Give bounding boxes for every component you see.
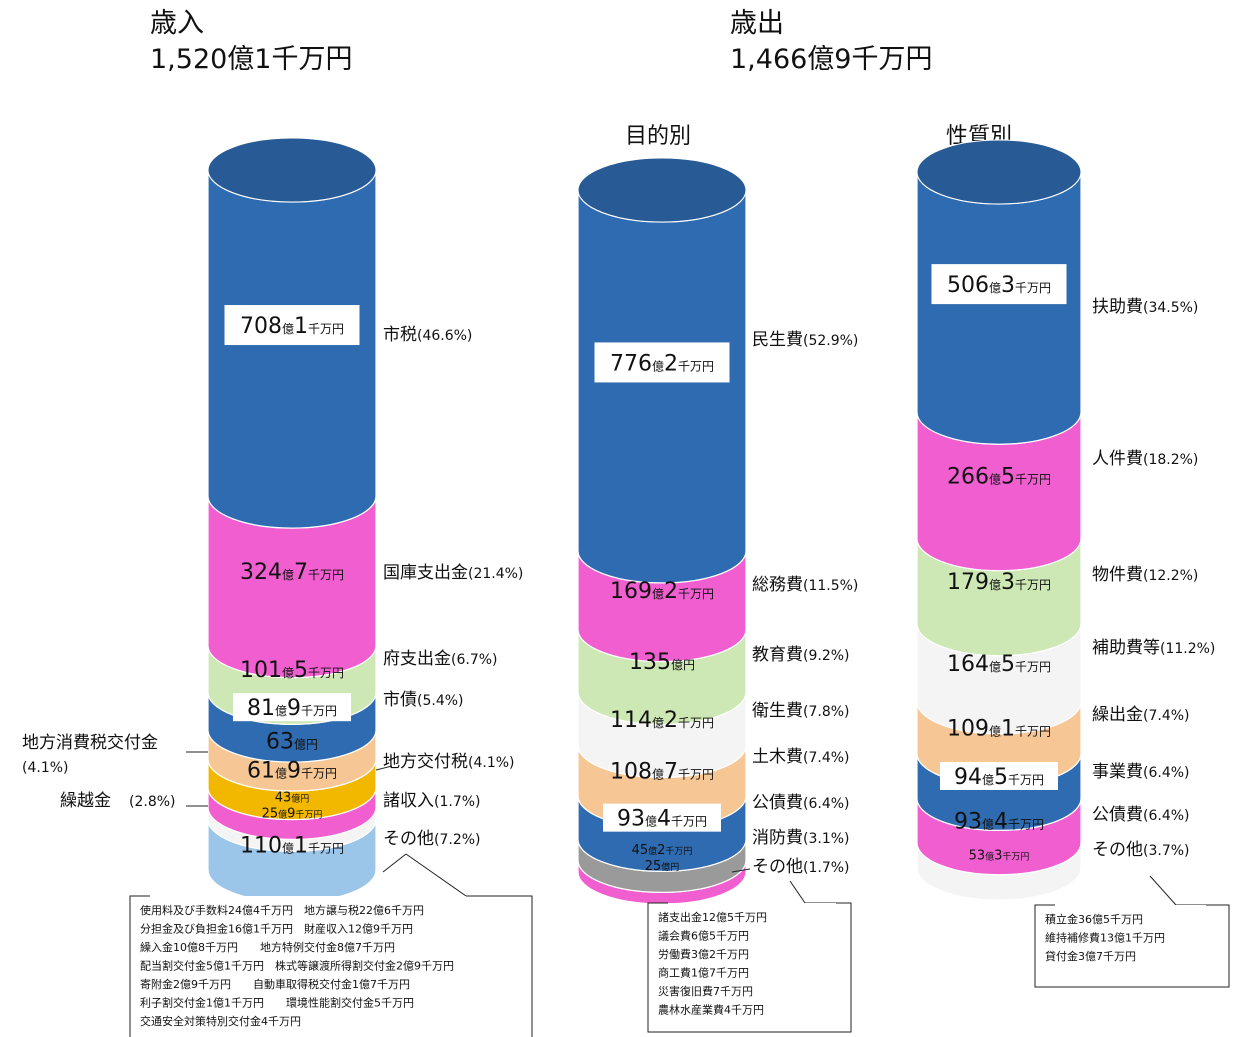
value-label: 266億5千万円 (947, 464, 1051, 489)
segment-市税 (207, 169, 377, 529)
value-label: 45億2千万円 (632, 843, 693, 858)
value-label-box (594, 342, 730, 383)
breakdown-line: 配当割交付金5億1千万円 株式等譲渡所得割交付金2億9千万円 (140, 959, 454, 973)
segment-民生費 (577, 189, 747, 584)
purpose-subtitle: 目的別 (625, 124, 692, 149)
value-label-box (603, 803, 721, 832)
category-label: 扶助費(34.5%) (1092, 297, 1198, 317)
value-label: 169億2千万円 (610, 579, 714, 604)
expenditure-total: 1,466億9千万円 (730, 44, 933, 75)
breakdown-line: 使用料及び手数料24億4千万円 地方譲与税22億6千万円 (140, 903, 424, 917)
other-breakdown-box (129, 895, 533, 1037)
cylinder-chart-2: 776億2千万円 169億2千万円 135億円 114億2千万円 108億7千万円 93億… (577, 157, 858, 1033)
expenditure-title: 歳出 (730, 8, 784, 39)
category-label: 公債費(6.4%) (752, 793, 850, 813)
breakdown-line: 交通安全対策特別交付金4千万円 (140, 1014, 301, 1028)
category-label: 物件費(12.2%) (1092, 565, 1198, 585)
revenue-total: 1,520億1千万円 (150, 44, 353, 75)
value-label-box (233, 693, 351, 722)
leader-line (375, 765, 393, 771)
category-label: 地方交付税(4.1%) (383, 752, 515, 772)
category-label: 教育費(9.2%) (752, 645, 850, 665)
cylinder-top-cap (916, 139, 1082, 205)
category-label: 人件費(18.2%) (1092, 449, 1198, 469)
other-breakdown-box (1034, 904, 1230, 988)
percent-label: (4.1%) (22, 760, 69, 776)
cylinder-top-cap (577, 157, 747, 223)
category-label: 市税(46.6%) (383, 325, 472, 345)
value-label: 135億円 (629, 650, 695, 675)
value-label: 61億9千万円 (247, 758, 337, 783)
category-label: 補助費等(11.2%) (1092, 638, 1215, 658)
cylinder-top-cap (207, 137, 377, 203)
value-label: 708億1千万円 (240, 314, 344, 339)
segment-扶助費 (916, 171, 1082, 445)
value-label-box (224, 305, 360, 346)
value-label: 109億1千万円 (947, 717, 1051, 742)
breakdown-line: 商工費1億7千万円 (658, 966, 749, 980)
breakdown-line: 議会費6億5千万円 (658, 929, 749, 943)
value-label: 110億1千万円 (240, 834, 344, 859)
value-label: 93億4千万円 (617, 807, 707, 832)
revenue-title: 歳入 (150, 8, 204, 39)
category-label: その他(3.7%) (1092, 840, 1190, 860)
value-label: 25億9千万円 (262, 806, 323, 821)
breakdown-line: 農林水産業費4千万円 (658, 1003, 764, 1017)
category-label: 消防費(3.1%) (752, 828, 850, 848)
breakdown-line: 災害復旧費7千万円 (658, 984, 753, 998)
leader-line (731, 868, 751, 873)
value-label: 108億7千万円 (610, 760, 714, 785)
callout-pointer (1149, 875, 1177, 906)
other-breakdown-box (647, 902, 852, 1033)
category-label: その他(7.2%) (383, 829, 481, 849)
category-label: 地方消費税交付金 (22, 733, 158, 753)
value-label: 63億円 (266, 730, 318, 755)
category-label: 民生費(52.9%) (752, 330, 858, 350)
value-label-box (931, 264, 1067, 305)
breakdown-line: 繰入金10億8千万円 地方特例交付金8億7千万円 (140, 940, 395, 954)
cylinder-chart-3: 506億3千万円 266億5千万円 179億3千万円 164億5千万円 109億1千万円… (916, 139, 1230, 988)
category-label: 市債(5.4%) (383, 690, 464, 710)
value-label: 81億9千万円 (247, 696, 337, 721)
category-label: 衛生費(7.8%) (752, 701, 850, 721)
breakdown-line: 諸支出金12億5千万円 (658, 910, 767, 924)
value-label: 25億円 (645, 859, 680, 874)
category-label: 国庫支出金(21.4%) (383, 563, 523, 583)
category-label: その他(1.7%) (752, 857, 850, 877)
breakdown-line: 分担金及び負担金16億1千万円 財産収入12億9千万円 (140, 922, 413, 936)
category-label: 総務費(11.5%) (752, 575, 858, 595)
category-label: 土木費(7.4%) (752, 747, 850, 767)
category-label: 公債費(6.4%) (1092, 805, 1190, 825)
value-label: 43億円 (275, 790, 310, 805)
value-label: 506億3千万円 (947, 273, 1051, 298)
category-label: 繰出金(7.4%) (1092, 705, 1190, 725)
breakdown-line: 労働費3億2千万円 (658, 947, 749, 961)
category-label: 諸収入(1.7%) (383, 791, 481, 811)
value-label: 324億7千万円 (240, 560, 344, 585)
value-label: 101億5千万円 (240, 658, 344, 683)
callout-pointer (789, 880, 806, 904)
cylinder-chart-1: 708億1千万円 324億7千万円 101億5千万円 81億9千万円 63億円 61億9千… (22, 137, 533, 1037)
breakdown-line: 積立金36億5千万円 (1045, 912, 1143, 926)
callout-pointer (405, 853, 467, 897)
category-label: 府支出金(6.7%) (383, 649, 498, 669)
callout-pointer (382, 853, 407, 873)
breakdown-line: 寄附金2億9千万円 自動車取得税交付金1億7千万円 (140, 977, 410, 991)
breakdown-line: 貸付金3億7千万円 (1045, 949, 1136, 963)
category-label: 事業費(6.4%) (1092, 762, 1190, 782)
value-label: 179億3千万円 (947, 570, 1051, 595)
value-label: 53億3千万円 (969, 848, 1030, 863)
value-label: 776億2千万円 (610, 351, 714, 376)
category-label: 繰越金 (2.8%) (60, 791, 176, 811)
value-label: 114億2千万円 (610, 708, 714, 733)
breakdown-line: 利子割交付金1億1千万円 環境性能割交付金5千万円 (140, 996, 414, 1010)
value-label: 164億5千万円 (947, 652, 1051, 677)
value-label: 94億5千万円 (954, 765, 1044, 790)
breakdown-line: 維持補修費13億1千万円 (1045, 931, 1165, 945)
value-label: 93億4千万円 (954, 810, 1044, 835)
value-label-box (940, 761, 1058, 790)
